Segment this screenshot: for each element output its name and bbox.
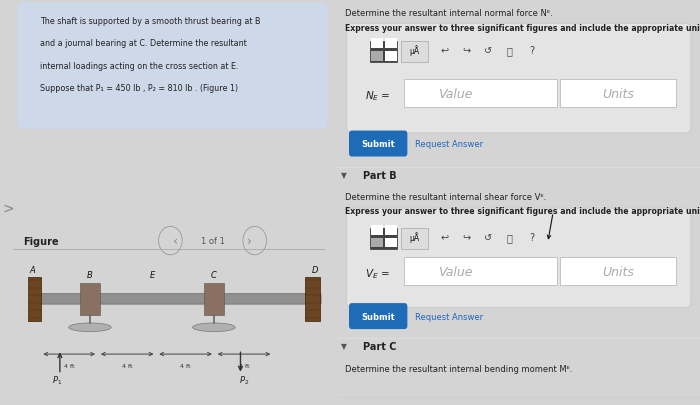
Text: Request Answer: Request Answer bbox=[415, 140, 484, 149]
Text: ↩: ↩ bbox=[440, 232, 449, 242]
Text: $V_E$ =: $V_E$ = bbox=[365, 266, 389, 280]
FancyBboxPatch shape bbox=[26, 277, 41, 321]
FancyBboxPatch shape bbox=[401, 42, 428, 63]
Text: B: B bbox=[87, 270, 93, 279]
Text: Submit: Submit bbox=[361, 312, 395, 321]
Text: Determine the resultant internal bending moment Mᴱ.: Determine the resultant internal bending… bbox=[344, 364, 572, 373]
FancyBboxPatch shape bbox=[371, 238, 383, 248]
Text: and a journal bearing at C. Determine the resultant: and a journal bearing at C. Determine th… bbox=[41, 39, 247, 48]
Text: Part B: Part B bbox=[363, 170, 396, 180]
FancyBboxPatch shape bbox=[371, 39, 383, 49]
Text: ?: ? bbox=[528, 46, 534, 56]
Text: Determine the resultant internal normal force Nᴱ.: Determine the resultant internal normal … bbox=[344, 9, 552, 18]
Text: 4 ft: 4 ft bbox=[64, 363, 74, 368]
FancyBboxPatch shape bbox=[385, 238, 397, 248]
Ellipse shape bbox=[69, 323, 111, 332]
FancyBboxPatch shape bbox=[370, 42, 397, 63]
FancyBboxPatch shape bbox=[204, 284, 224, 315]
FancyBboxPatch shape bbox=[346, 209, 691, 308]
FancyBboxPatch shape bbox=[405, 257, 556, 286]
Text: D: D bbox=[312, 265, 318, 275]
Text: ▼: ▼ bbox=[341, 341, 347, 350]
Text: Submit: Submit bbox=[361, 140, 395, 149]
FancyBboxPatch shape bbox=[17, 3, 328, 130]
Text: μÅ: μÅ bbox=[410, 45, 419, 55]
FancyBboxPatch shape bbox=[31, 294, 321, 305]
Text: $P_1$: $P_1$ bbox=[52, 373, 62, 386]
Text: The shaft is supported by a smooth thrust bearing at B: The shaft is supported by a smooth thrus… bbox=[41, 17, 261, 26]
Text: ↩: ↩ bbox=[440, 46, 449, 56]
FancyBboxPatch shape bbox=[370, 228, 397, 249]
Text: 4 ft: 4 ft bbox=[181, 363, 191, 368]
Text: 4 ft: 4 ft bbox=[239, 363, 249, 368]
Text: Request Answer: Request Answer bbox=[415, 312, 484, 321]
FancyBboxPatch shape bbox=[371, 226, 383, 235]
Text: $N_E$ =: $N_E$ = bbox=[365, 89, 390, 103]
Text: Units: Units bbox=[603, 87, 634, 100]
Text: Units: Units bbox=[603, 265, 634, 278]
Text: 1 of 1: 1 of 1 bbox=[201, 237, 225, 245]
Text: >: > bbox=[3, 202, 14, 215]
FancyBboxPatch shape bbox=[385, 52, 397, 62]
FancyBboxPatch shape bbox=[561, 80, 676, 108]
Text: Determine the resultant internal shear force Vᴱ.: Determine the resultant internal shear f… bbox=[344, 192, 546, 201]
Text: Part C: Part C bbox=[363, 341, 396, 351]
Text: C: C bbox=[211, 270, 217, 279]
Text: Value: Value bbox=[438, 265, 472, 278]
Text: $P_2$: $P_2$ bbox=[239, 373, 249, 386]
Text: Figure: Figure bbox=[24, 236, 60, 246]
FancyBboxPatch shape bbox=[385, 226, 397, 235]
FancyBboxPatch shape bbox=[371, 52, 383, 62]
Text: ?: ? bbox=[528, 232, 534, 242]
Text: Suppose that P₁ = 450 lb , P₂ = 810 lb . (Figure 1): Suppose that P₁ = 450 lb , P₂ = 810 lb .… bbox=[41, 84, 239, 93]
FancyBboxPatch shape bbox=[349, 131, 407, 157]
Text: ↪: ↪ bbox=[462, 232, 470, 242]
Text: ↪: ↪ bbox=[462, 46, 470, 56]
FancyBboxPatch shape bbox=[305, 277, 320, 321]
Text: ›: › bbox=[247, 234, 252, 247]
FancyBboxPatch shape bbox=[385, 39, 397, 49]
Text: Value: Value bbox=[438, 87, 472, 100]
Text: 4 ft: 4 ft bbox=[122, 363, 132, 368]
Text: ⬜: ⬜ bbox=[507, 46, 512, 56]
FancyBboxPatch shape bbox=[561, 257, 676, 286]
FancyBboxPatch shape bbox=[349, 303, 407, 329]
FancyBboxPatch shape bbox=[346, 24, 691, 134]
FancyBboxPatch shape bbox=[80, 284, 99, 315]
Text: ↺: ↺ bbox=[484, 46, 492, 56]
Text: ⬜: ⬜ bbox=[507, 232, 512, 242]
Text: internal loadings acting on the cross section at E.: internal loadings acting on the cross se… bbox=[41, 62, 239, 70]
Text: ↺: ↺ bbox=[484, 232, 492, 242]
Text: ▼: ▼ bbox=[341, 170, 347, 179]
Text: Express your answer to three significant figures and include the appropriate uni: Express your answer to three significant… bbox=[344, 23, 700, 32]
Text: Express your answer to three significant figures and include the appropriate uni: Express your answer to three significant… bbox=[344, 207, 700, 215]
Text: ‹: ‹ bbox=[173, 234, 178, 247]
FancyBboxPatch shape bbox=[401, 228, 428, 249]
Ellipse shape bbox=[193, 323, 235, 332]
Text: μÅ: μÅ bbox=[410, 231, 419, 242]
FancyBboxPatch shape bbox=[405, 80, 556, 108]
Text: E: E bbox=[149, 270, 155, 279]
Text: A: A bbox=[29, 265, 35, 275]
